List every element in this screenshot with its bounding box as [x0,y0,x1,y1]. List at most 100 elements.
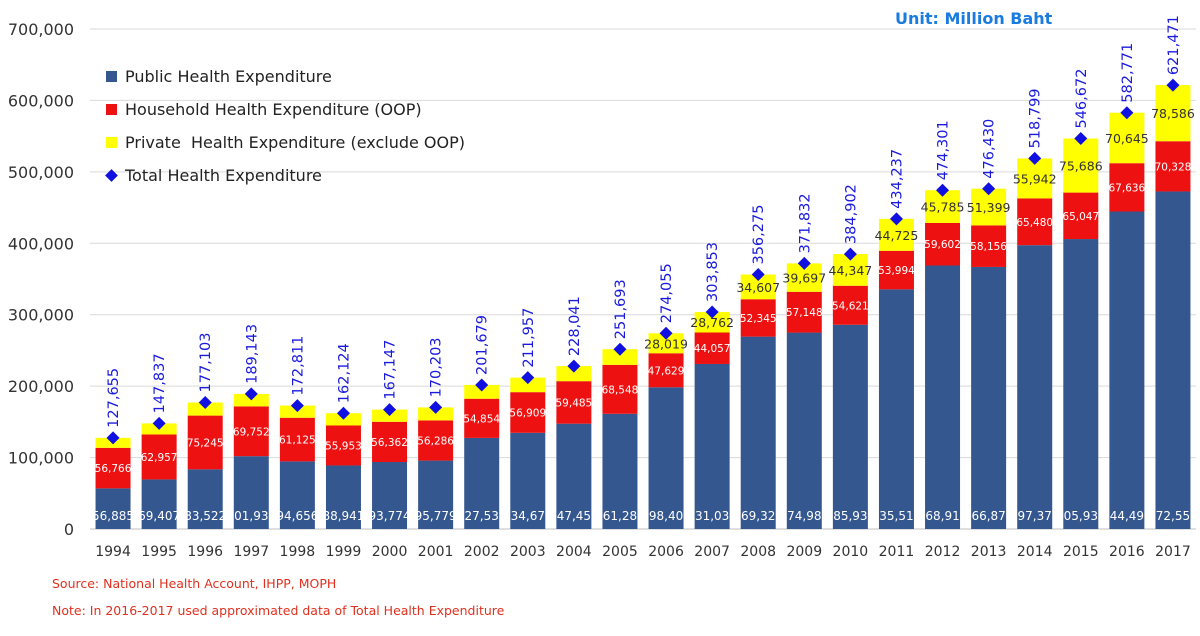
x-tick-label: 2002 [464,544,500,560]
legend-item-private: Private Health Expenditure (exclude OOP) [106,126,465,159]
x-tick-label: 2008 [740,544,776,560]
y-tick-label: 300,000 [8,306,74,325]
total-marker [106,431,120,445]
x-tick-label: 1995 [141,544,177,560]
total-marker [751,268,765,282]
total-label: 356,275 [751,205,767,265]
total-marker [383,403,397,417]
total-label: 303,853 [705,242,721,302]
x-tick-label: 1994 [95,544,131,560]
total-label: 211,957 [521,308,537,368]
bar-segment-household [832,285,868,325]
data-label-public: 161,282 [595,509,645,523]
data-label-household: 56,766 [95,463,132,475]
x-tick-label: 2000 [372,544,408,560]
chart-legend: Public Health Expenditure Household Heal… [105,60,465,192]
bar-segment-public [372,462,408,529]
bar-segment-public [418,460,454,529]
x-tick-label: 2004 [556,544,592,560]
bar-segment-household [878,250,914,290]
total-label: 177,103 [198,333,214,393]
bar-segment-household [740,299,776,337]
data-label-public: 147,459 [549,509,599,523]
total-label: 582,771 [1120,43,1136,103]
data-label-public: 69,407 [138,509,180,523]
data-label-public: 127,534 [457,509,507,523]
x-tick-label: 2011 [879,544,915,560]
x-tick-label: 2001 [418,544,454,560]
data-label-household: 75,245 [187,437,224,449]
axes: 0 100,000 200,000 300,000 400,000 500,000 600,… [8,20,1196,560]
total-marker [613,342,627,356]
legend-item-total: Total Health Expenditure [105,159,465,192]
data-label-private: 39,697 [782,271,826,286]
bar-segment-public [1155,191,1191,529]
total-marker [936,183,950,197]
bar-segment-household [971,225,1007,267]
bar-segment-household [1109,163,1145,212]
bar-segment-public [187,469,223,529]
data-label-household: 53,994 [878,265,915,277]
bar-segment-public [878,289,914,529]
total-label: 251,693 [613,279,629,339]
bar-segment-public [740,336,776,529]
bar-segment-public [1017,245,1053,529]
total-markers: 127,655 147,837 177,103 189,143 172,811 162,1… [106,15,1182,445]
unit-label: Unit: Million Baht [895,9,1053,28]
total-label: 476,430 [982,119,998,179]
data-label-household: 54,854 [463,413,500,425]
x-tick-label: 2012 [925,544,961,560]
x-tick-label: 1996 [187,544,223,560]
data-label-public: 274,987 [779,509,829,523]
bar-segment-private [510,377,546,393]
data-label-public: 56,885 [92,509,134,523]
data-label-public: 231,034 [687,509,737,523]
bar-segment-household [694,332,730,364]
data-label-household: 56,909 [509,407,546,419]
total-label: 546,672 [1074,69,1090,129]
bar-segment-private [187,402,223,416]
x-tick-label: 2014 [1017,544,1053,560]
total-marker [567,359,581,373]
y-tick-label: 600,000 [8,91,74,110]
bar-segment-private [694,311,730,333]
bar-segment-household [279,417,315,462]
data-label-public: 335,519 [872,509,922,523]
bar-segment-public [510,432,546,529]
bar-segment-household [372,421,408,463]
total-marker [475,378,489,392]
total-label: 371,832 [797,193,813,253]
source-note: Source: National Health Account, IHPP, M… [52,576,337,591]
bar-segment-private [464,384,500,399]
bar-segment-public [832,324,868,529]
data-label-household: 65,480 [1016,217,1053,229]
public-swatch-icon [106,71,117,82]
x-tick-label: 2007 [694,544,730,560]
data-label-household: 69,752 [233,426,270,438]
x-tick-label: 2016 [1109,544,1145,560]
bar-segment-household [648,353,684,388]
bar-segment-public [464,437,500,529]
total-marker [1166,78,1180,92]
bar-segment-public [233,456,269,529]
data-label-household: 56,362 [371,437,408,449]
total-label: 127,655 [106,368,122,428]
bar-segment-public [556,423,592,529]
bar-segment-private [556,366,592,382]
data-label-public: 472,557 [1148,509,1198,523]
data-label-household: 70,328 [1155,161,1192,173]
data-label-public: 269,323 [733,509,783,523]
bar-segment-public [279,461,315,529]
bar-segment-household [786,291,822,333]
bar-segment-public [325,465,361,529]
data-label-household: 68,548 [602,384,639,396]
total-label: 201,679 [475,315,491,375]
bar-segment-private [648,333,684,354]
gridlines [90,28,1196,530]
y-tick-label: 100,000 [8,449,74,468]
data-label-public: 83,522 [184,509,226,523]
household-swatch-icon [106,104,117,115]
bar-segment-household [556,381,592,424]
x-tick-label: 2009 [786,544,822,560]
total-label: 474,301 [936,120,952,180]
